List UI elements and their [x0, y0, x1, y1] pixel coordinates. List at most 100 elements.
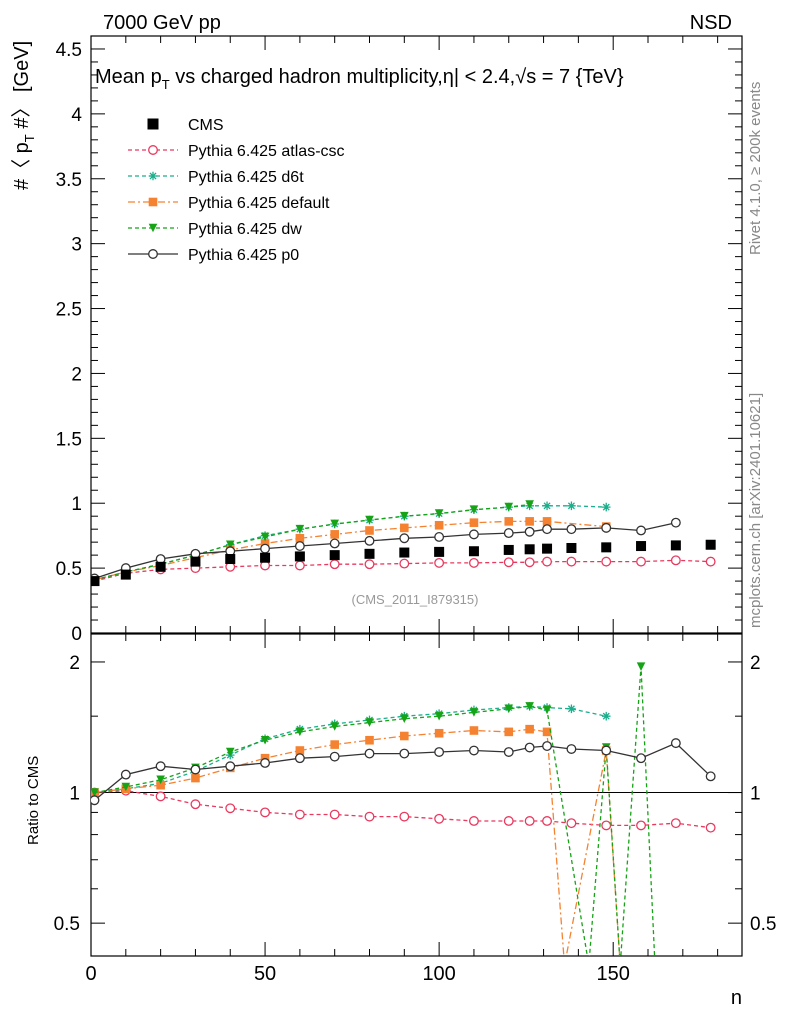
ratio-data-point — [365, 718, 374, 727]
ratio-ytick-label: 0.5 — [54, 914, 80, 935]
ratio-data-point — [156, 780, 165, 790]
ratio-data-point — [400, 731, 409, 741]
legend-entry: Pythia 6.425 atlas-csc — [128, 143, 345, 160]
process-label: NSD — [690, 12, 732, 34]
ratio-series-pythia-6-425-p0 — [91, 738, 716, 806]
ratio-data-point — [364, 811, 375, 822]
ratio-data-point — [670, 738, 681, 749]
ratio-data-point — [400, 714, 409, 723]
energy-label: 7000 GeV pp — [103, 12, 221, 34]
main-ytick-label: 4.5 — [56, 40, 82, 61]
rivet-label: Rivet 4.1.0, ≥ 200k events — [747, 82, 764, 255]
main-data-point — [399, 533, 410, 544]
ratio-data-point — [399, 748, 410, 759]
main-data-point — [503, 544, 514, 555]
ratio-ytick-label: 2 — [69, 653, 80, 674]
ratio-data-point — [504, 727, 514, 737]
legend-label: Pythia 6.425 default — [188, 195, 330, 212]
ratio-ylabel: Ratio to CMS — [25, 756, 42, 845]
ratio-data-point — [566, 744, 577, 754]
ratio-data-point — [542, 741, 552, 751]
ratio-data-point — [225, 761, 236, 772]
main-data-point — [434, 557, 445, 568]
title-sub: T — [162, 77, 170, 92]
ratio-data-point — [670, 818, 681, 829]
ratio-data-point — [260, 735, 270, 745]
ratio-data-point — [651, 961, 660, 970]
ratio-ytick-label-right: 0.5 — [750, 914, 776, 935]
ratio-data-point — [365, 735, 374, 745]
legend-marker — [148, 223, 158, 233]
title-eta: η| < 2.4, — [443, 66, 515, 88]
ratio-data-point — [601, 711, 611, 721]
ratio-series-line — [94, 705, 607, 794]
ratio-data-point — [601, 820, 612, 831]
ratio-series-pythia-6-425-default — [91, 724, 621, 956]
ratio-xtick-label: 150 — [597, 963, 630, 985]
legend-marker — [148, 197, 158, 207]
ratio-data-point — [330, 722, 339, 731]
main-data-point — [225, 554, 236, 565]
title-sqrt: √ — [515, 66, 526, 88]
ratio-data-point — [155, 791, 166, 802]
main-ylabel: #〈 pT #〉 [GeV] — [11, 41, 37, 190]
main-data-point — [364, 535, 375, 546]
legend-entry: Pythia 6.425 default — [128, 195, 330, 212]
main-data-point — [601, 542, 612, 553]
main-series-cms — [91, 539, 716, 587]
main-data-point — [524, 557, 535, 568]
ratio-data-point — [469, 726, 479, 735]
main-ytick-label: 2.5 — [56, 300, 82, 321]
ratio-xtick-label: 100 — [422, 963, 455, 985]
ratio-data-point — [330, 740, 339, 749]
main-data-point — [260, 543, 271, 554]
main-data-point — [524, 544, 535, 555]
main-data-point — [705, 539, 716, 550]
ratio-data-point — [329, 751, 340, 762]
main-ytick-label: 0.5 — [56, 559, 82, 580]
main-ytick-label: 3.5 — [56, 170, 82, 191]
ratio-series-line — [94, 742, 712, 801]
main-data-point — [468, 529, 479, 540]
main-data-point — [260, 552, 271, 563]
ratio-data-point — [524, 816, 535, 826]
main-data-point — [294, 560, 305, 571]
main-data-point — [91, 576, 100, 587]
ratio-data-point — [525, 702, 534, 711]
ratio-data-point — [260, 758, 271, 768]
main-data-point — [503, 528, 514, 539]
main-data-point — [705, 556, 716, 567]
ratio-data-point — [636, 753, 646, 764]
mcplots-label: mcplots.cern.ch [arXiv:2401.10621] — [747, 393, 764, 628]
ratio-data-point — [260, 807, 271, 818]
main-data-point — [434, 509, 444, 518]
main-data-point — [399, 547, 410, 558]
ratio-data-point — [295, 727, 305, 737]
main-data-point — [329, 550, 340, 561]
main-data-point — [542, 517, 552, 526]
ratio-data-point — [225, 803, 236, 814]
legend-marker — [148, 249, 158, 259]
main-data-point — [330, 519, 339, 529]
ratio-data-point — [295, 746, 305, 755]
ratio-data-point — [190, 764, 201, 775]
main-data-point — [566, 556, 577, 567]
ratio-data-point — [503, 816, 514, 826]
ratio-data-point — [225, 747, 235, 757]
main-data-point — [542, 501, 552, 511]
main-data-point — [469, 518, 479, 527]
legend-marker — [147, 118, 159, 130]
xlabel: n — [731, 987, 742, 1009]
main-data-point — [365, 526, 374, 535]
main-ytick-label: 1 — [71, 494, 82, 515]
main-data-point — [468, 546, 479, 557]
main-series-line — [94, 520, 607, 581]
main-data-point — [434, 520, 444, 530]
ratio-data-point — [190, 799, 201, 810]
title-mid: vs charged hadron multiplicity, — [170, 66, 443, 88]
ratio-data-point — [524, 742, 535, 753]
main-data-point — [542, 556, 552, 567]
main-data-point — [155, 561, 166, 572]
main-data-point — [525, 500, 534, 509]
